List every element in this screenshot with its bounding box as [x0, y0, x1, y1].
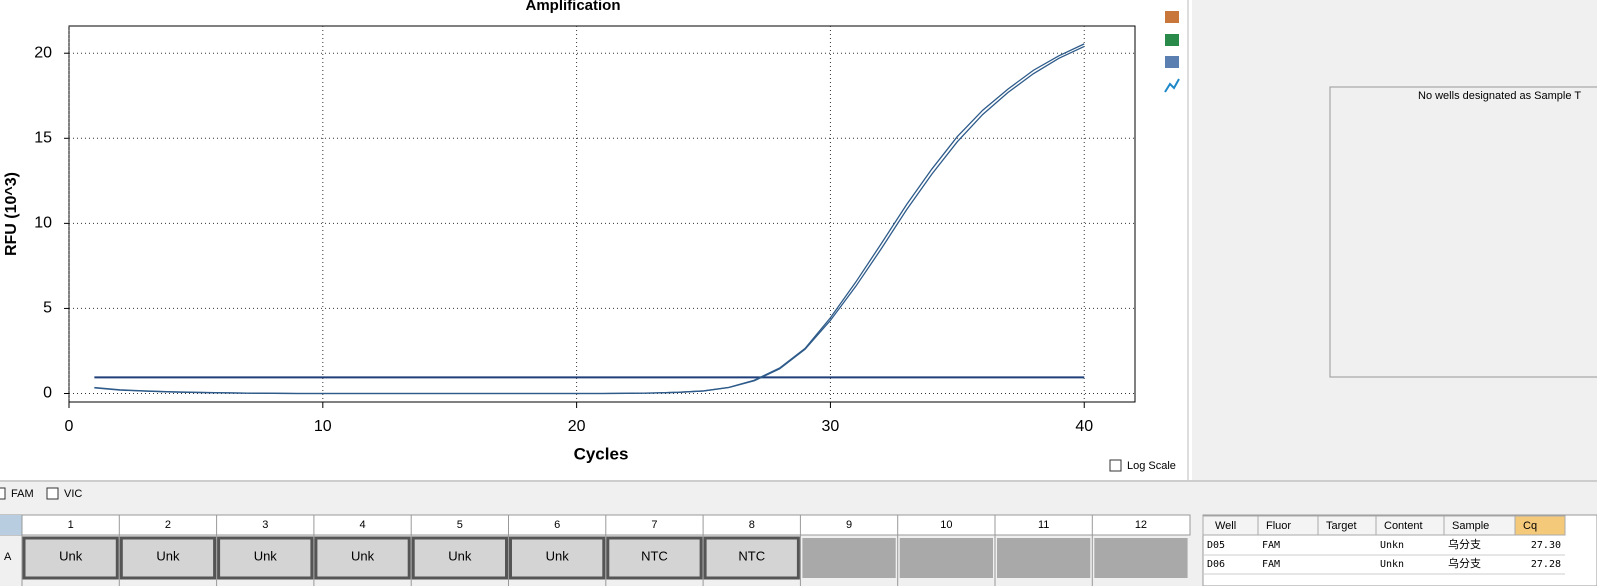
plate-column-label: 11 — [1038, 519, 1049, 531]
table-header: Content — [1384, 520, 1423, 532]
y-tick-label: 20 — [34, 44, 52, 61]
plate-well[interactable] — [997, 538, 1091, 578]
plate-column-label: 8 — [749, 519, 755, 531]
plate-column-label: 12 — [1135, 519, 1147, 531]
y-tick-label: 5 — [43, 300, 52, 317]
plate-well[interactable] — [119, 536, 217, 580]
toolbar[interactable] — [1164, 11, 1180, 93]
tool-icon[interactable] — [1165, 34, 1179, 46]
fluor-checkbox[interactable] — [46, 487, 59, 500]
plate-well-label: Unk — [351, 548, 375, 563]
tool-icon[interactable] — [1164, 78, 1180, 93]
table-cell: D05 — [1207, 540, 1225, 551]
table-cell: Unkn — [1380, 559, 1404, 570]
table-header: Fluor — [1266, 520, 1291, 532]
table-header: Sample — [1452, 520, 1489, 532]
side-message: No wells designated as Sample T — [1418, 90, 1581, 102]
x-tick-label: 10 — [314, 418, 332, 435]
x-tick-label: 0 — [65, 418, 74, 435]
plate-well-label: NTC — [641, 548, 668, 563]
plate-column-label: 1 — [68, 519, 74, 531]
table-cell: 27.30 — [1531, 540, 1561, 551]
plate-column-label: 4 — [359, 519, 365, 531]
table-cell: 乌分支 — [1448, 537, 1481, 551]
amplification-curve — [94, 43, 1085, 395]
plate-well[interactable] — [899, 538, 993, 578]
plate-column-label: 5 — [457, 519, 463, 531]
plate-well[interactable] — [703, 536, 800, 580]
x-axis-label: Cycles — [574, 444, 629, 463]
x-tick-label: 30 — [822, 418, 840, 435]
plate-well-label: Unk — [254, 548, 278, 563]
plate-well[interactable] — [1094, 538, 1188, 578]
fluor-checkbox[interactable] — [0, 487, 6, 500]
plate-well-label: Unk — [156, 548, 180, 563]
table-header: Target — [1326, 520, 1357, 532]
log-scale-label: Log Scale — [1127, 460, 1176, 472]
y-tick-label: 10 — [34, 215, 52, 232]
plate-column-label: 9 — [846, 519, 852, 531]
plate-header — [0, 514, 1191, 536]
plate-well[interactable] — [22, 536, 119, 580]
plate-corner — [0, 515, 22, 535]
table-cell: 乌分支 — [1448, 556, 1481, 570]
table-header: Cq — [1523, 520, 1537, 532]
plate-well[interactable] — [802, 538, 896, 578]
plate-well[interactable] — [217, 536, 314, 580]
y-axis-label: RFU (10^3) — [3, 172, 20, 256]
plate-column-label: 2 — [165, 519, 171, 531]
fluor-label: FAM — [11, 488, 34, 500]
chart-title: Amplification — [525, 0, 620, 14]
y-tick-label: 15 — [34, 130, 52, 147]
plate-well[interactable] — [411, 536, 509, 580]
plate-well-label: Unk — [59, 548, 83, 563]
table-cell: Unkn — [1380, 540, 1404, 551]
plate-column-label: 3 — [262, 519, 268, 531]
tool-icon[interactable] — [1165, 56, 1179, 68]
table-header: Well — [1215, 520, 1236, 532]
x-tick-label: 20 — [568, 418, 586, 435]
plate-well-label: Unk — [448, 548, 472, 563]
table-cell: FAM — [1262, 559, 1280, 570]
plot-area — [68, 25, 1136, 403]
log-scale-checkbox[interactable] — [1109, 459, 1122, 472]
table-cell: 27.28 — [1531, 559, 1561, 570]
y-tick-label: 0 — [43, 385, 52, 402]
plate-well-label: NTC — [738, 548, 765, 563]
fluor-label: VIC — [64, 488, 82, 500]
plate-column-label: 7 — [651, 519, 657, 531]
plate-column-label: 10 — [940, 519, 952, 531]
plate-well[interactable] — [606, 536, 703, 580]
plate-well-label: Unk — [546, 548, 570, 563]
plate-well[interactable] — [509, 536, 606, 580]
side-box — [1329, 86, 1597, 378]
plate-well[interactable] — [314, 536, 411, 580]
plate-column-label: 6 — [554, 519, 560, 531]
table-cell: D06 — [1207, 559, 1225, 570]
table-header-cell[interactable] — [1514, 515, 1566, 536]
tool-icon[interactable] — [1165, 11, 1179, 23]
x-tick-label: 40 — [1075, 418, 1093, 435]
plate-row-label: A — [4, 551, 12, 563]
table-cell: FAM — [1262, 540, 1280, 551]
